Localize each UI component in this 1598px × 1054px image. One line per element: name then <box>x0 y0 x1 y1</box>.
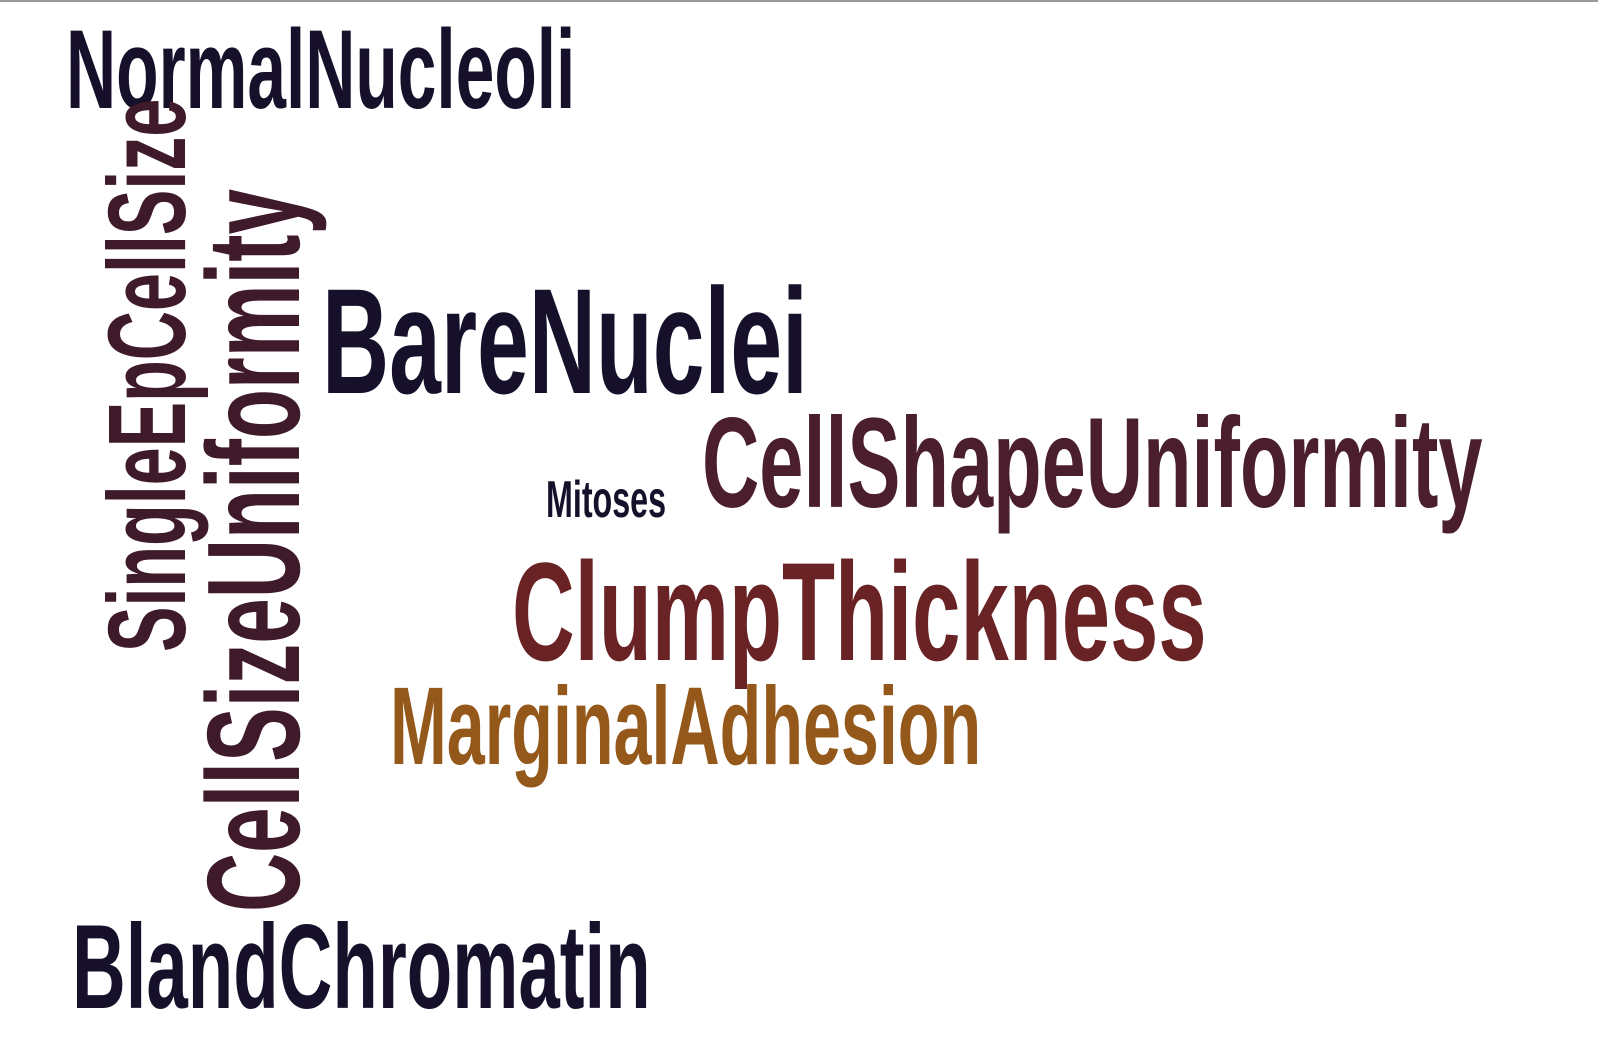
word-mitoses: Mitoses <box>546 471 667 529</box>
word-cell-size-uniformity: CellSizeUniformity <box>180 188 327 913</box>
word-cell-shape-uniformity: CellShapeUniformity <box>702 392 1483 535</box>
word-clump-thickness: ClumpThickness <box>512 533 1207 690</box>
word-bland-chromatin: BlandChromatin <box>72 900 651 1034</box>
word-bare-nuclei: BareNuclei <box>322 257 808 425</box>
word-marginal-adhesion: MarginalAdhesion <box>390 665 982 788</box>
word-normal-nucleoli: NormalNucleoli <box>66 7 576 132</box>
